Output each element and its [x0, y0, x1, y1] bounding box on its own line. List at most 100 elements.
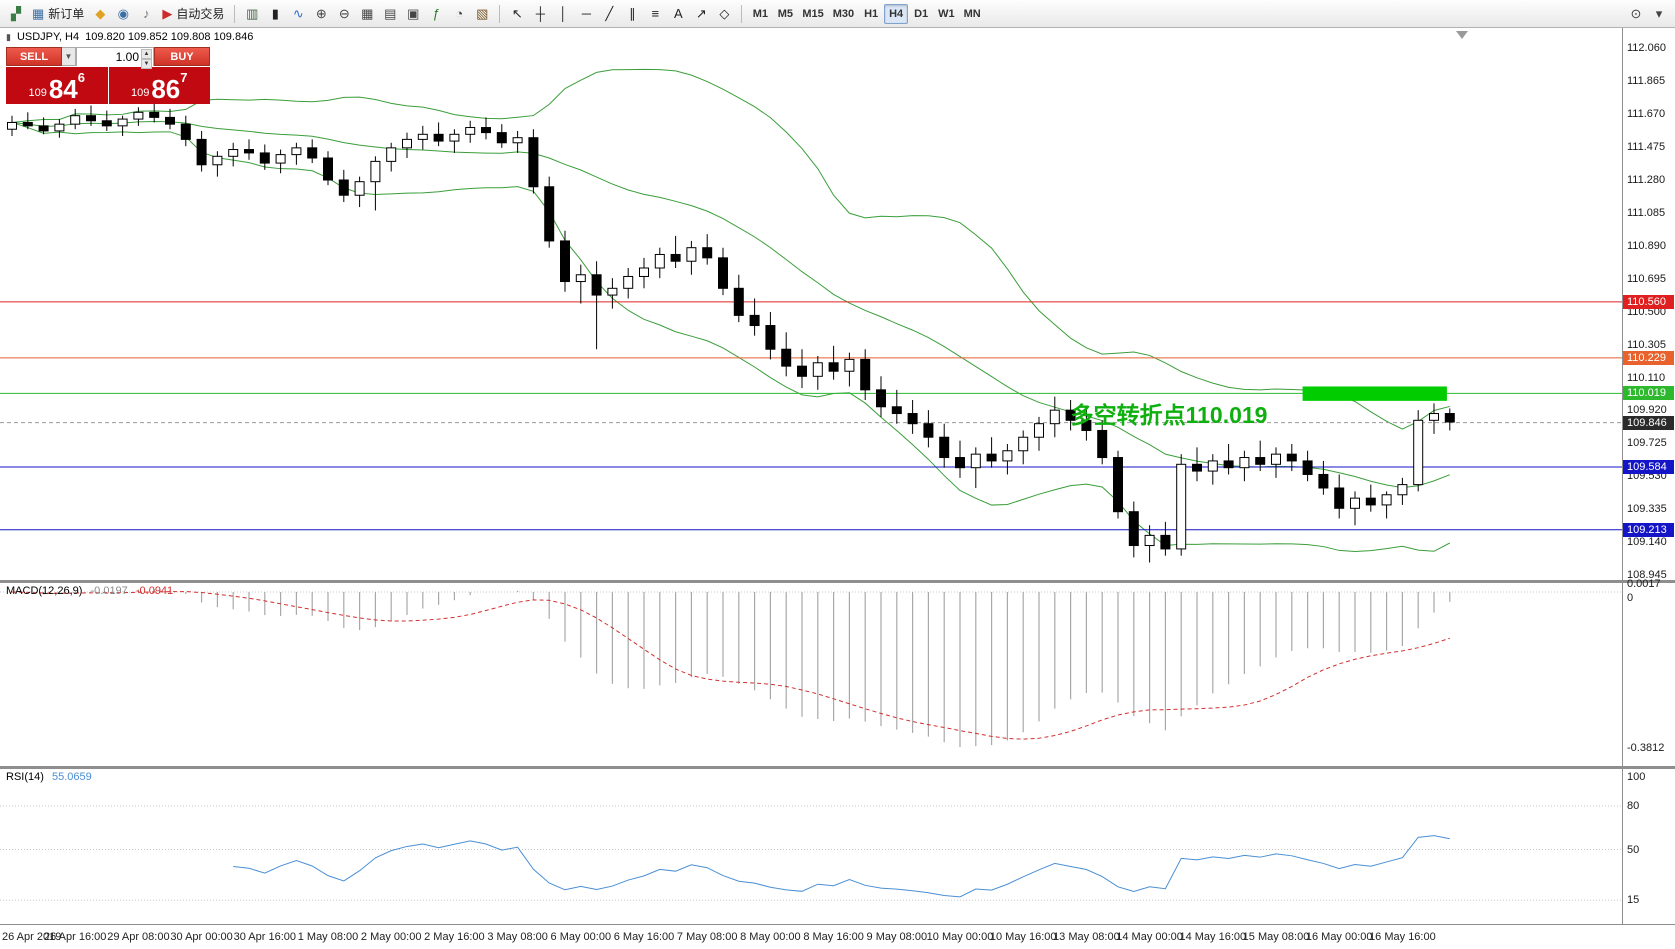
ask-price-prefix: 109 — [130, 87, 150, 99]
timeframe-H1[interactable]: H1 — [864, 7, 879, 20]
indicators-icon[interactable]: ƒ — [425, 3, 447, 25]
price-tag: 110.019 — [1623, 386, 1674, 401]
macd-name: MACD(12,26,9) — [6, 585, 83, 597]
crosshair-icon[interactable]: ┼ — [529, 3, 551, 25]
bar-chart-icon: ▥ — [246, 5, 259, 21]
rsi-scale-label: 15 — [1627, 894, 1640, 907]
rsi-scale-label: 50 — [1627, 843, 1640, 856]
symbol-name: USDJPY, H4 — [16, 31, 80, 43]
horizontal-line-icon: ─ — [581, 6, 591, 21]
channel-icon: ∥ — [629, 5, 636, 21]
price-scale-label: 109.725 — [1627, 437, 1667, 450]
timeframe-M1[interactable]: M1 — [752, 7, 768, 20]
time-axis-label: 9 May 08:00 — [866, 931, 928, 943]
price-scale-label: 111.865 — [1627, 74, 1666, 87]
price-scale-label: 108.945 — [1627, 569, 1667, 582]
macd-scale-label: -0.3812 — [1627, 742, 1665, 754]
cascade-windows-icon: ▤ — [384, 5, 397, 21]
turning-point-annotation: 多空转折点110.019 — [1070, 402, 1268, 429]
time-axis-label: 13 May 08:00 — [1053, 931, 1120, 943]
bid-price-pip: 6 — [77, 70, 85, 85]
price-scale-label: 110.110 — [1627, 371, 1666, 384]
rsi-value: 55.0659 — [51, 771, 92, 783]
bid-price-box[interactable]: 109 84 6 — [6, 67, 108, 104]
timeframe-H4[interactable]: H4 — [884, 3, 909, 24]
trendline-icon: ╱ — [605, 5, 614, 21]
app-icon[interactable]: ▞ — [5, 3, 27, 25]
macd-signal-value: -0.0941 — [135, 585, 174, 597]
fibonacci-icon: ≡ — [651, 6, 660, 21]
cascade-windows-icon[interactable]: ▤ — [379, 3, 401, 25]
templates-icon[interactable]: ▧ — [471, 3, 493, 25]
new-chart-window-icon[interactable]: ▣ — [402, 3, 424, 25]
timeframe-M5[interactable]: M5 — [777, 7, 793, 20]
vertical-line-icon[interactable]: │ — [552, 3, 574, 25]
fibonacci-icon[interactable]: ≡ — [644, 3, 666, 25]
tile-windows-icon: ▦ — [361, 5, 374, 21]
new-order-button[interactable]: ▦ 新订单 — [28, 3, 88, 25]
price-scale-label: 110.500 — [1627, 305, 1666, 318]
zoom-in-icon[interactable]: ⊕ — [310, 3, 332, 25]
trendline-icon[interactable]: ╱ — [598, 3, 620, 25]
channel-icon[interactable]: ∥ — [621, 3, 643, 25]
horizontal-line-icon[interactable]: ─ — [575, 3, 597, 25]
time-axis-label: 10 May 00:00 — [926, 931, 994, 943]
volume-dropdown-icon[interactable]: ▼ — [62, 47, 76, 66]
symbol-quote: ▮ USDJPY, H4 109.820 109.852 109.808 109… — [6, 31, 253, 43]
arrow-tool-icon[interactable]: ↗ — [690, 3, 712, 25]
line-chart-icon[interactable]: ∿ — [287, 3, 309, 25]
time-axis-label: 2 May 16:00 — [424, 931, 485, 943]
time-axis-label: 1 May 08:00 — [297, 931, 359, 943]
sounds-icon[interactable]: ♪ — [135, 3, 157, 25]
tile-windows-icon[interactable]: ▦ — [356, 3, 378, 25]
time-axis-label: 30 Apr 16:00 — [233, 931, 296, 943]
buy-button[interactable]: BUY — [154, 47, 210, 66]
price-scale-label: 110.305 — [1627, 338, 1666, 351]
zoom-in-icon: ⊕ — [315, 5, 327, 21]
autotrading-button-label: 自动交易 — [176, 7, 225, 21]
ask-price-main: 86 — [151, 74, 181, 104]
timeframe-M15[interactable]: M15 — [802, 7, 824, 20]
macd-scale-label: 0.0017 — [1627, 578, 1661, 590]
profiles-icon[interactable]: ◉ — [112, 3, 134, 25]
time-axis-label: 3 May 08:00 — [487, 931, 548, 943]
timeframe-D1[interactable]: D1 — [914, 7, 929, 20]
new-chart-window-icon: ▣ — [407, 5, 420, 21]
autotrading-button[interactable]: ▶ 自动交易 — [158, 3, 228, 25]
sell-button[interactable]: SELL — [6, 47, 62, 66]
cursor-icon: ↖ — [511, 5, 523, 21]
zoom-out-icon[interactable]: ⊖ — [333, 3, 355, 25]
cursor-icon[interactable]: ↖ — [506, 3, 528, 25]
price-scale-label: 109.140 — [1627, 536, 1667, 549]
shapes-icon[interactable]: ◇ — [713, 3, 735, 25]
ask-price-box[interactable]: 109 86 7 — [108, 67, 210, 104]
rsi-scale-label: 80 — [1627, 800, 1640, 812]
new-order-button-label: 新订单 — [48, 7, 85, 21]
text-icon[interactable]: A — [667, 3, 689, 25]
volume-down-button[interactable]: ▼ — [141, 59, 152, 69]
rsi-indicator-label: RSI(14) 55.0659 — [6, 771, 92, 783]
timeframe-W1[interactable]: W1 — [938, 7, 955, 20]
candlestick-chart-icon[interactable]: ▮ — [264, 3, 286, 25]
price-tag: 110.560 — [1623, 294, 1674, 309]
search-icon[interactable]: ⊙ — [1630, 5, 1642, 21]
periods-icon[interactable]: ◔ — [448, 3, 470, 25]
timeframe-MN[interactable]: MN — [963, 7, 981, 20]
timeframe-M30[interactable]: M30 — [832, 7, 855, 20]
bar-chart-icon[interactable]: ▥ — [241, 3, 263, 25]
pointer-menu-icon[interactable]: ▾ — [1655, 5, 1663, 21]
volume-input[interactable] — [77, 48, 153, 66]
new-chart-icon: ◆ — [95, 5, 106, 21]
price-tag: 109.846 — [1623, 415, 1674, 430]
volume-up-button[interactable]: ▲ — [141, 49, 152, 59]
shapes-icon: ◇ — [719, 5, 730, 21]
symbol-ohlc: 109.820 109.852 109.808 109.846 — [85, 31, 254, 43]
app-icon: ▞ — [11, 5, 21, 21]
time-axis-label: 30 Apr 00:00 — [170, 931, 233, 943]
time-axis-label: 16 May 16:00 — [1369, 931, 1436, 943]
macd-indicator-label: MACD(12,26,9) -0.0197 -0.0941 — [6, 585, 173, 597]
new-chart-icon[interactable]: ◆ — [89, 3, 111, 25]
price-scale-label: 111.475 — [1627, 140, 1666, 153]
